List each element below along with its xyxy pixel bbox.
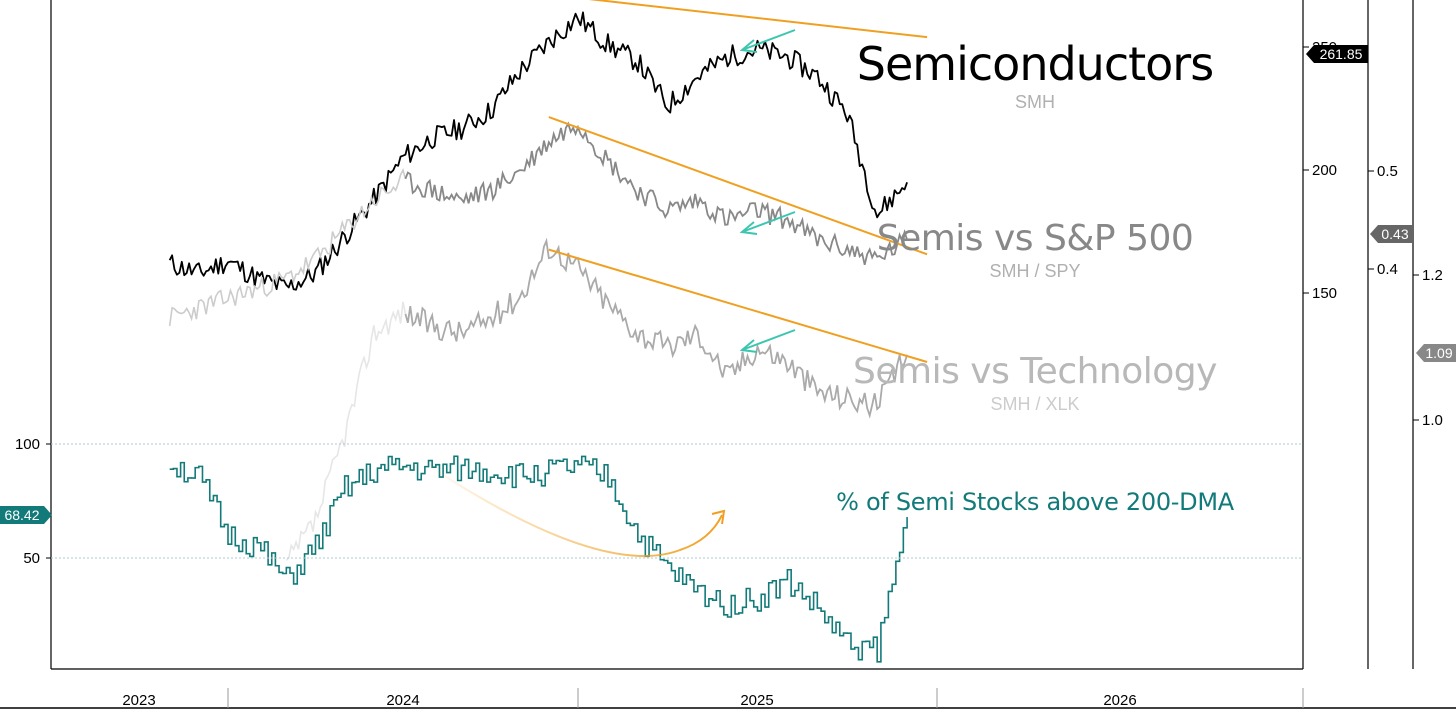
trend-arrow-percent: [419, 459, 723, 557]
subtitle-smh-xlk: SMH / XLK: [990, 394, 1079, 414]
breakout-arrow-1: [741, 211, 796, 233]
series-line-smh-xlk-early: [285, 301, 407, 561]
axis-smh: 150200250: [1303, 39, 1337, 302]
smh-xlk-tick-label-1: 1.0: [1422, 412, 1443, 429]
series-layer: [51, 11, 1303, 663]
axis-smh-xlk: 1.0 1.2: [1413, 267, 1443, 429]
arrow-layer: [739, 29, 796, 353]
trend-arrowhead-percent: [711, 509, 726, 525]
badge-smh-xlk: 1.09: [1416, 344, 1456, 362]
percent-tick-label-50: 50: [23, 550, 40, 567]
svg-text:68.42: 68.42: [4, 507, 39, 523]
title-semis-vs-sp500: Semis vs S&P 500: [877, 218, 1194, 259]
x-tick-label-2023: 2023: [122, 692, 155, 709]
breakout-arrow-2: [741, 329, 796, 351]
breakout-arrowhead-1: [739, 221, 758, 235]
trendline-0: [588, 0, 928, 39]
smh-tick-label-200: 200: [1312, 162, 1337, 179]
trendline-layer: [419, 0, 928, 557]
series-line-smh-spy-early: [168, 167, 407, 327]
title-semiconductors: Semiconductors: [857, 37, 1213, 91]
series-line-percent: [169, 455, 908, 663]
axis-smh-spy: 0.4 0.5: [1368, 163, 1398, 278]
smh-spy-tick-label-0.4: 0.4: [1377, 261, 1398, 278]
x-tick-label-2026: 2026: [1103, 692, 1136, 709]
percent-tick-label-100: 100: [15, 436, 40, 453]
series-line-smh-spy: [404, 121, 908, 266]
title-semis-vs-technology: Semis vs Technology: [853, 351, 1217, 392]
x-tick-label-2025: 2025: [740, 692, 773, 709]
x-tick-label-2024: 2024: [386, 692, 419, 709]
trendline-1: [548, 116, 928, 256]
axis-percent: 50 100: [15, 436, 51, 567]
breakout-arrow-0: [741, 29, 796, 51]
subtitle-smh: SMH: [1015, 92, 1055, 112]
svg-text:0.43: 0.43: [1381, 226, 1408, 242]
series-line-smh-xlk: [404, 237, 908, 419]
badge-smh-spy: 0.43: [1370, 225, 1414, 243]
smh-tick-label-150: 150: [1312, 285, 1337, 302]
breakout-arrowhead-0: [739, 39, 758, 53]
trendline-2: [548, 248, 928, 363]
badge-percent: 68.42: [0, 506, 52, 524]
breakout-arrowhead-2: [739, 339, 758, 353]
svg-text:1.09: 1.09: [1425, 345, 1452, 361]
subtitle-smh-spy: SMH / SPY: [989, 261, 1080, 281]
series-line-smh: [168, 11, 908, 291]
x-axis-separators: [227, 688, 1304, 708]
smh-xlk-tick-label-1.2: 1.2: [1422, 267, 1443, 284]
title-percent-above-200dma: % of Semi Stocks above 200-DMA: [836, 488, 1235, 516]
badge-smh: 261.85: [1306, 45, 1368, 63]
svg-text:261.85: 261.85: [1320, 46, 1363, 62]
smh-spy-tick-label-0.5: 0.5: [1377, 163, 1398, 180]
